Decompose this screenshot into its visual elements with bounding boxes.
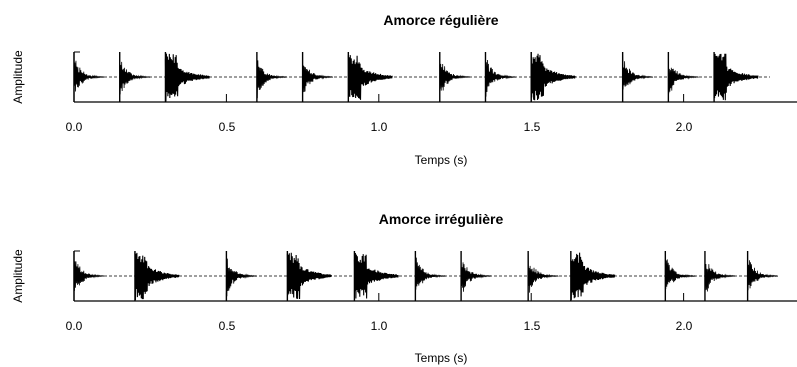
x-tick-label: 2.0 [676, 120, 693, 134]
chart-title: Amorce régulière [383, 12, 498, 28]
click-burst [302, 62, 334, 93]
click-burst [460, 261, 492, 292]
waveform [73, 251, 779, 301]
y-axis-label: Amplitude [11, 50, 25, 104]
click-burst [226, 258, 257, 297]
accent-burst [530, 52, 576, 101]
click-burst [704, 261, 736, 292]
x-tick-label: 0.0 [66, 120, 83, 134]
x-axis-label: Temps (s) [415, 351, 468, 365]
x-ticks [225, 94, 685, 102]
x-tick-label: 1.5 [524, 319, 541, 333]
waveform [73, 52, 759, 102]
accent-burst [353, 252, 399, 299]
accent-burst [134, 251, 180, 301]
click-burst [73, 261, 105, 291]
panel-irregular: Amorce irrégulière Amplitude 0.0 0.5 1.0… [11, 211, 797, 365]
x-tick-label: 1.0 [371, 319, 388, 333]
click-burst [622, 54, 654, 90]
chart-title: Amorce irrégulière [379, 211, 504, 227]
click-burst [414, 257, 446, 290]
x-tick-label: 1.0 [371, 120, 388, 134]
accent-burst [164, 53, 210, 102]
click-burst [439, 63, 471, 91]
accent-burst [286, 252, 332, 300]
x-tick-label: 0.5 [219, 120, 236, 134]
axes [73, 51, 797, 103]
click-burst [73, 60, 105, 92]
x-tick-label: 0.5 [219, 319, 236, 333]
x-tick-label: 2.0 [676, 319, 693, 333]
accent-burst [347, 55, 393, 100]
click-burst [119, 61, 151, 95]
click-burst [664, 259, 696, 290]
x-tick-label: 0.0 [66, 319, 83, 333]
y-axis-label: Amplitude [11, 249, 25, 303]
click-burst [747, 260, 779, 291]
accent-burst [570, 252, 616, 300]
accent-burst [713, 53, 759, 101]
click-burst [485, 60, 516, 97]
click-burst [256, 60, 288, 99]
panel-regular: Amorce régulière Amplitude 0.0 0.5 1.0 1… [11, 12, 797, 167]
click-burst [527, 253, 559, 293]
x-ticks [225, 293, 685, 301]
click-burst [667, 66, 699, 94]
axes [73, 250, 797, 302]
x-axis-label: Temps (s) [415, 153, 468, 167]
x-tick-label: 1.5 [524, 120, 541, 134]
